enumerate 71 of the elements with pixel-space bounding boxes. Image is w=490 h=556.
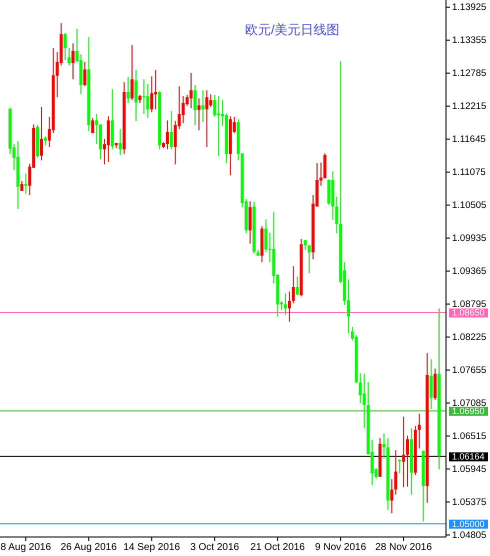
candlestick — [402, 416, 406, 488]
y-tick-label: 1.11645 — [452, 134, 486, 146]
candlestick — [292, 266, 295, 304]
x-tick-label: 8 Aug 2016 — [0, 542, 52, 553]
candlestick — [150, 76, 154, 113]
candlestick — [146, 83, 150, 119]
x-tick-label: 21 Oct 2016 — [250, 542, 306, 553]
candlestick — [130, 44, 134, 101]
y-tick-label: 1.07655 — [452, 364, 486, 376]
candlestick — [213, 94, 216, 118]
candlestick — [327, 178, 330, 206]
candlestick — [248, 200, 252, 244]
y-tick-label: 1.09935 — [452, 232, 486, 244]
candlestick — [197, 98, 200, 131]
y-tick-label: 1.09365 — [452, 266, 486, 277]
y-tick-label: 1.08795 — [452, 298, 486, 310]
candlestick — [430, 358, 433, 410]
candlestick — [205, 90, 208, 148]
candlestick — [193, 84, 196, 126]
candlestick — [68, 48, 71, 66]
candlestick — [288, 291, 291, 322]
candlestick — [308, 244, 311, 274]
candlestick — [362, 373, 366, 429]
candlestick — [126, 76, 130, 104]
candlestick — [91, 118, 94, 134]
candlestick — [40, 106, 43, 161]
candlestick — [296, 276, 299, 296]
y-tick-label: 1.12785 — [452, 68, 486, 80]
candlestick — [335, 196, 338, 234]
candlestick — [154, 70, 158, 110]
y-tick-label: 1.12215 — [452, 101, 486, 112]
candlestick — [201, 90, 204, 123]
candlestick — [418, 413, 421, 449]
y-tick-label: 1.11075 — [452, 167, 486, 178]
candlestick — [134, 70, 138, 122]
x-tick-label: 28 Nov 2016 — [375, 542, 432, 553]
y-tick-label: 1.07085 — [452, 398, 486, 409]
candlestick — [190, 72, 193, 109]
candlestick — [209, 94, 212, 108]
candlestick — [118, 128, 122, 156]
candlestick — [20, 180, 24, 192]
candlestick — [264, 218, 268, 253]
y-tick-label: 1.10505 — [452, 200, 486, 211]
y-tick-label: 1.08225 — [452, 332, 486, 343]
ref-line-label: 1.06164 — [452, 451, 485, 462]
candlestick — [182, 96, 185, 124]
candlestick — [24, 173, 28, 194]
candlestick — [64, 32, 67, 61]
candlestick — [71, 42, 74, 80]
y-tick-label: 1.13925 — [452, 2, 486, 14]
ref-line-label: 1.08650 — [452, 308, 485, 318]
x-tick-label: 14 Sep 2016 — [123, 542, 180, 553]
text: 欧元/美元日线图 — [245, 22, 340, 37]
y-tick-label: 1.06515 — [452, 430, 486, 442]
y-tick-label: 1.04805 — [452, 530, 486, 541]
ref-line-label: 1.06950 — [452, 406, 485, 416]
candlestick — [170, 110, 173, 150]
candlestick — [382, 432, 386, 459]
candlestick — [304, 240, 307, 250]
y-tick-label: 1.13355 — [452, 35, 486, 46]
candlestick — [83, 61, 86, 87]
y-tick-label: 1.05945 — [452, 464, 486, 475]
candlestick — [166, 120, 169, 150]
candlestick — [406, 435, 410, 488]
x-tick-label: 9 Nov 2016 — [315, 542, 367, 553]
y-tick-label: 1.05375 — [452, 496, 486, 508]
x-tick-label: 3 Oct 2016 — [190, 542, 240, 553]
ref-line-label: 1.05000 — [452, 518, 485, 529]
candlestick — [284, 292, 288, 316]
candlestick — [323, 152, 326, 179]
x-tick-label: 26 Aug 2016 — [60, 542, 118, 553]
